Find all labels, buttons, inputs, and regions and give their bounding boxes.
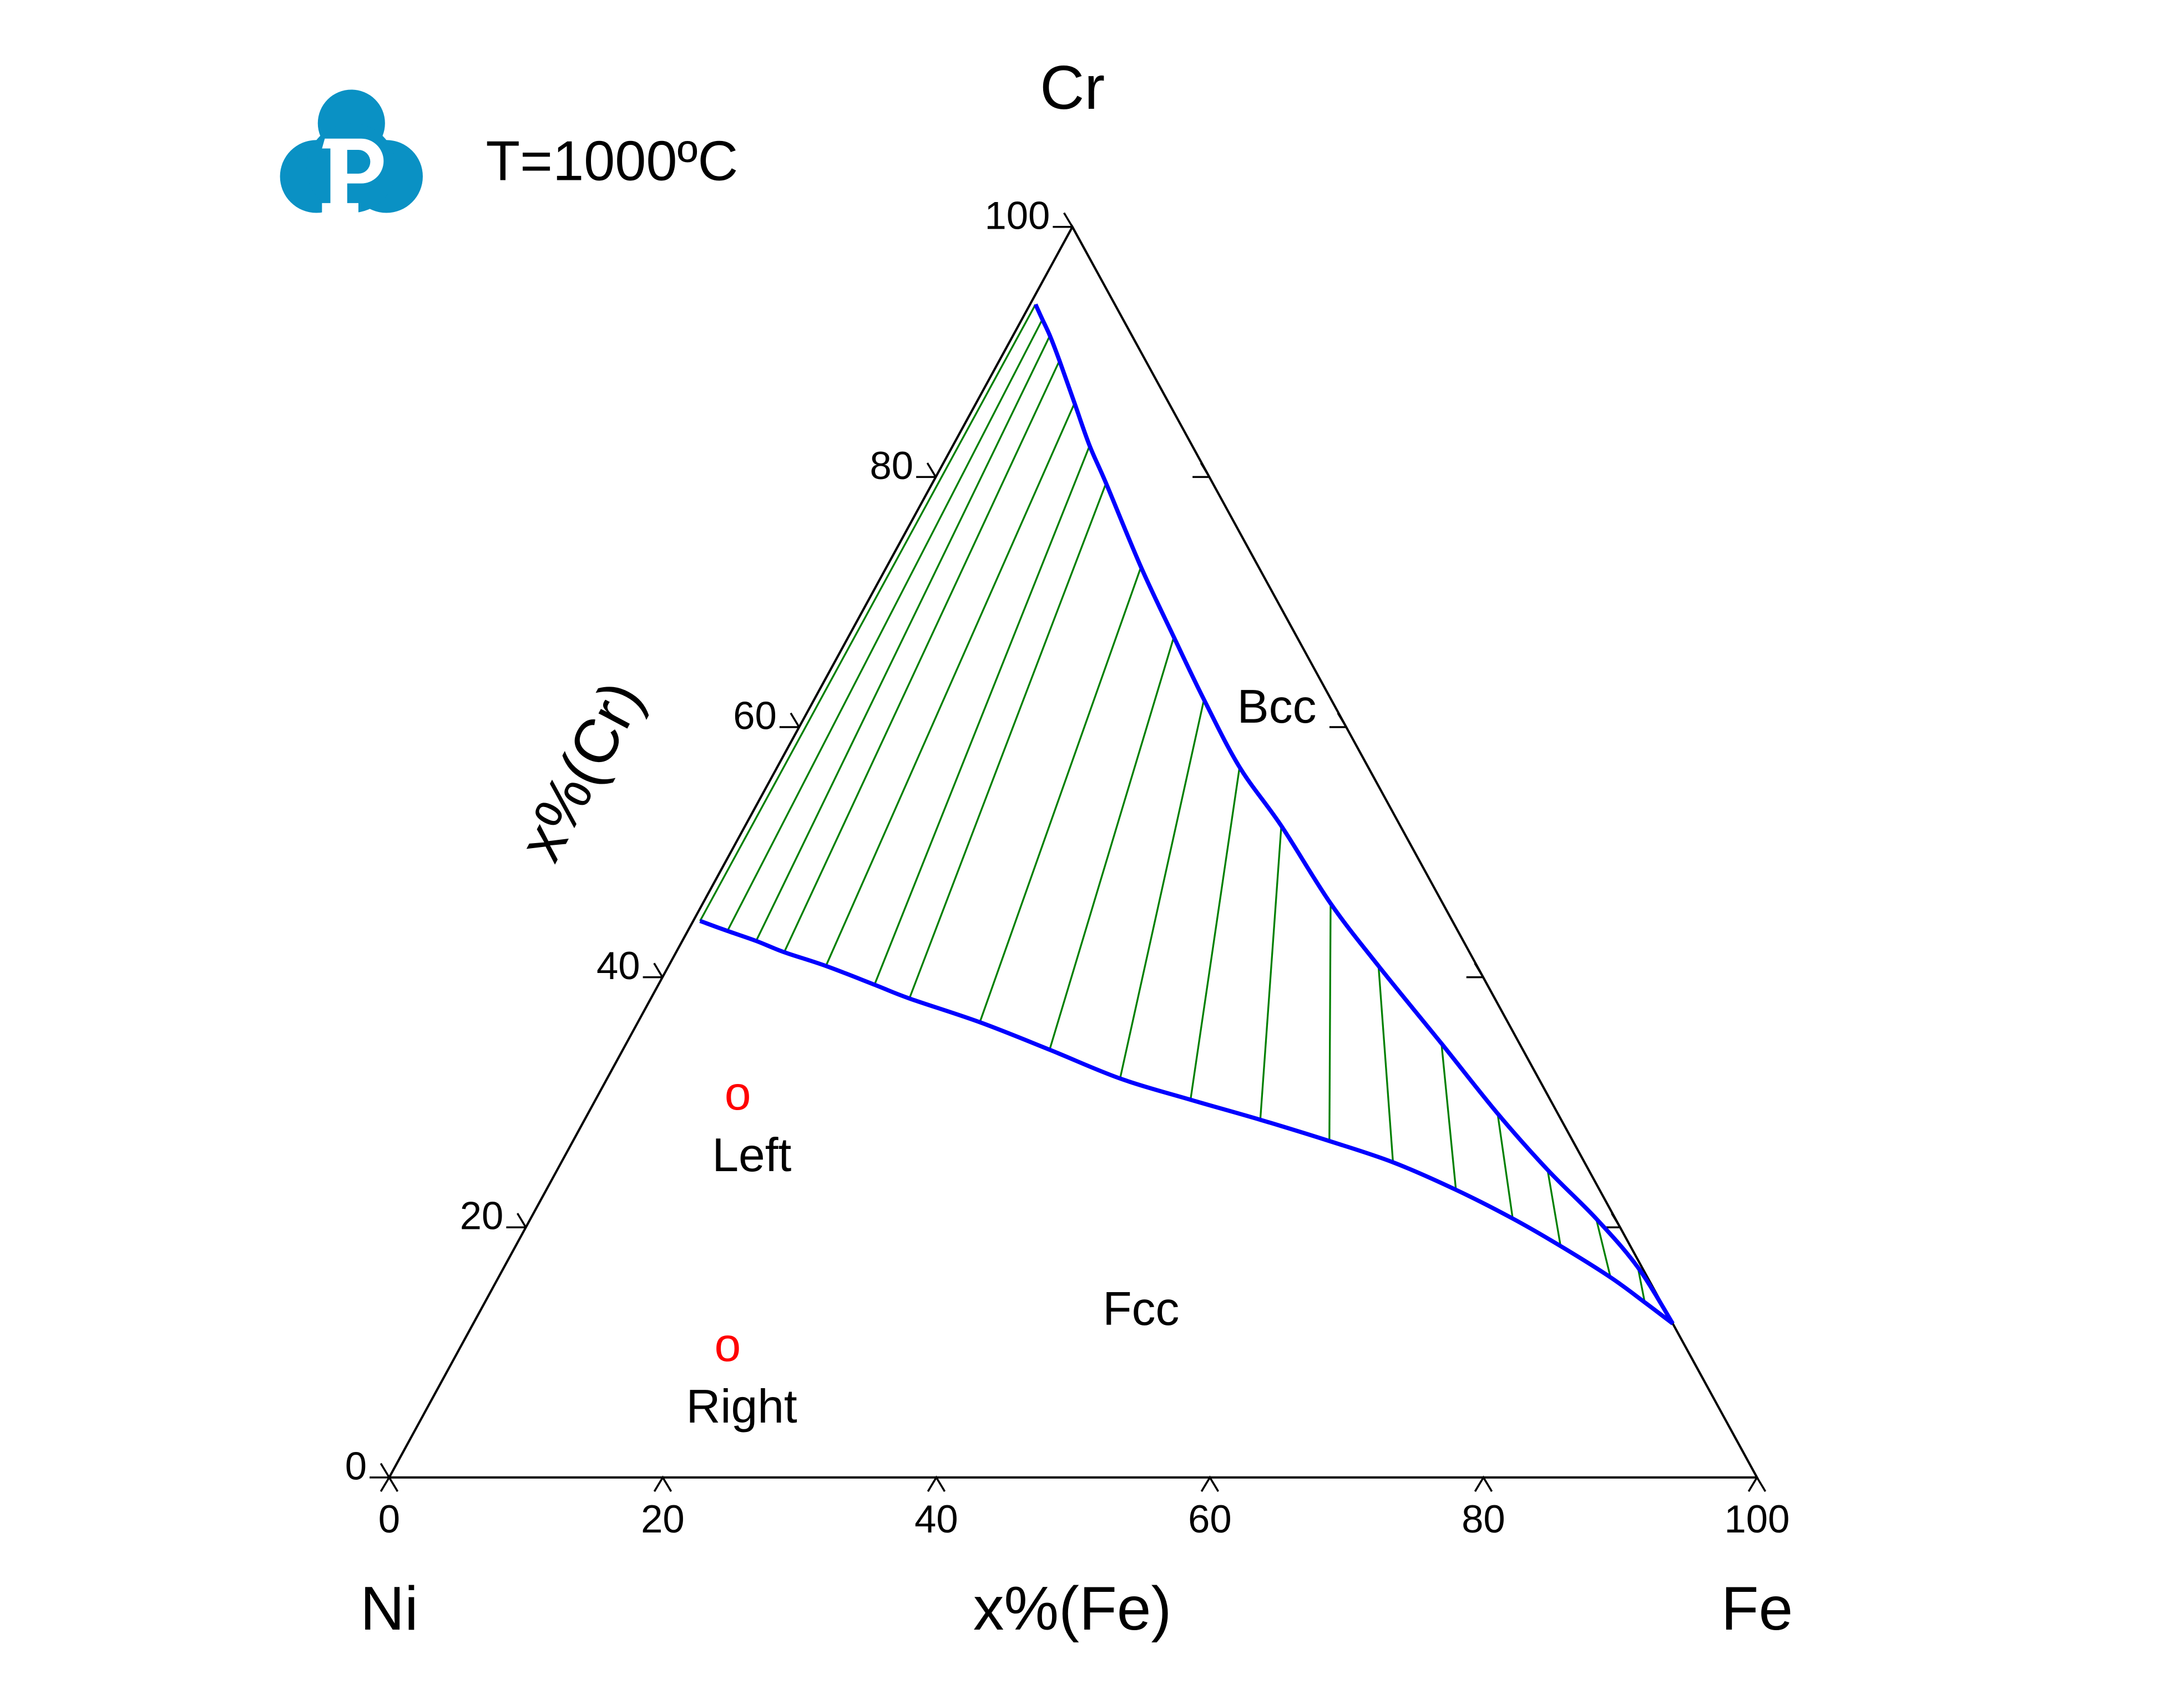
point-label: Left: [712, 1128, 791, 1182]
y-tick: [916, 462, 937, 478]
tie-line: [1049, 637, 1175, 1050]
phase-boundary: [1033, 303, 1675, 1325]
x-tick: [1200, 1475, 1220, 1492]
phase-label: Bcc: [1237, 680, 1317, 733]
tie-line: [908, 483, 1107, 999]
tie-line: [1546, 1169, 1562, 1247]
right-tick: [1329, 712, 1348, 728]
y-tick: [643, 962, 664, 979]
right-tick: [1192, 462, 1211, 478]
phase-boundary: [699, 919, 1674, 1325]
y-tick-label: 80: [869, 443, 913, 487]
tie-line: [1595, 1218, 1612, 1278]
tie-line: [1328, 903, 1332, 1141]
y-tick: [370, 1463, 390, 1479]
tie-line: [1637, 1267, 1646, 1303]
y-tick: [506, 1213, 527, 1228]
vertex-label: Cr: [1040, 53, 1105, 122]
y-tick-label: 100: [984, 193, 1050, 237]
vertex-label: Ni: [360, 1574, 418, 1643]
chart-title: T=1000ºC: [486, 130, 739, 192]
tie-line: [1119, 699, 1205, 1079]
tie-line: [699, 304, 1037, 921]
logo: [280, 89, 423, 213]
x-tick-label: 0: [378, 1497, 400, 1541]
x-tick: [653, 1475, 673, 1492]
point-marker: o: [715, 1318, 741, 1372]
tie-line: [825, 402, 1076, 966]
tie-line: [726, 319, 1043, 931]
tie-line: [1377, 966, 1394, 1163]
x-tick-label: 60: [1188, 1497, 1232, 1541]
y-tick-label: 20: [460, 1194, 504, 1238]
y-axis-label: x%(Cr): [505, 670, 656, 871]
tie-line: [873, 445, 1091, 985]
y-tick: [779, 712, 800, 728]
x-tick-label: 40: [914, 1497, 958, 1541]
tie-line: [783, 360, 1060, 953]
phase-label: Fcc: [1103, 1282, 1179, 1335]
y-tick-label: 60: [733, 693, 777, 737]
right-tick: [1603, 1213, 1622, 1228]
x-axis-label: x%(Fe): [973, 1574, 1172, 1643]
tie-line: [979, 567, 1142, 1023]
x-tick-label: 80: [1462, 1497, 1505, 1541]
x-tick: [1474, 1475, 1493, 1492]
y-tick-label: 40: [596, 944, 640, 987]
right-tick: [1466, 962, 1485, 979]
triangle-frame: [387, 224, 1759, 1479]
x-tick: [1747, 1475, 1767, 1492]
tie-line: [1440, 1043, 1457, 1190]
tie-line: [1189, 767, 1241, 1100]
tie-line: [1259, 825, 1282, 1120]
tie-line: [1497, 1113, 1514, 1219]
point-label: Right: [686, 1380, 797, 1433]
x-tick-label: 100: [1725, 1497, 1790, 1541]
tie-line: [755, 335, 1051, 941]
y-tick-label: 0: [345, 1444, 367, 1488]
x-tick: [927, 1475, 946, 1492]
x-tick-label: 20: [641, 1497, 685, 1541]
vertex-label: Fe: [1721, 1574, 1793, 1643]
point-marker: o: [725, 1067, 751, 1120]
y-tick: [1053, 212, 1074, 228]
x-tick: [380, 1475, 399, 1492]
